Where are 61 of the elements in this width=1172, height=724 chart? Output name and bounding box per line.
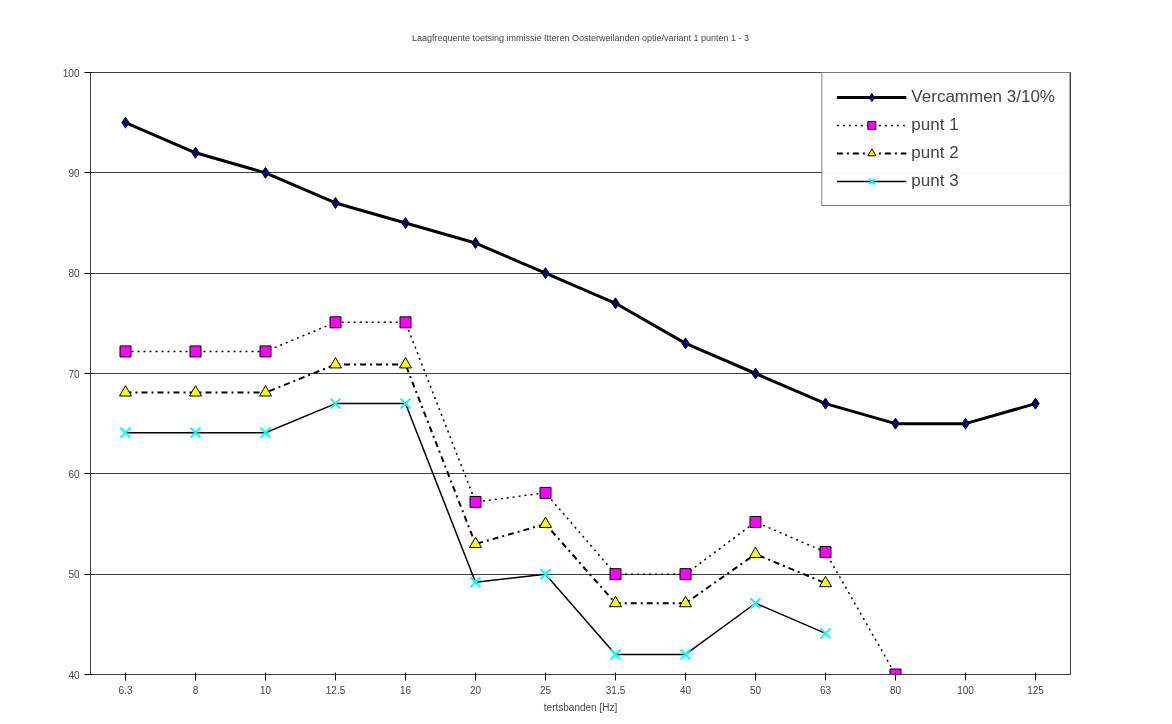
x-tick-label: 63 <box>819 684 832 696</box>
y-tick-label: 90 <box>68 167 80 179</box>
x-tick-label: 8 <box>192 684 199 696</box>
point <box>819 627 832 640</box>
point <box>189 385 202 397</box>
x-tick-label: 31.5 <box>605 684 626 696</box>
x-tick-label: 20 <box>469 684 482 696</box>
y-tick-label: 70 <box>68 368 80 380</box>
x-tick-label: 100 <box>957 684 975 696</box>
point <box>819 546 832 559</box>
point <box>329 397 342 410</box>
point <box>539 568 552 581</box>
point <box>329 357 342 369</box>
point <box>609 595 622 608</box>
legend-label: punt 1 <box>911 115 959 135</box>
chart-title: Laagfrequente toetsing immissie Itteren Oosterweilanden optie/variant 1 punten 1 - 3 <box>411 32 750 43</box>
point <box>401 217 410 229</box>
legend-label: punt 2 <box>911 143 959 163</box>
point <box>399 357 412 369</box>
point <box>189 426 202 439</box>
x-tick-label: 25 <box>539 684 552 696</box>
y-tick-label: 40 <box>68 669 80 681</box>
x-tick-label: 6.3 <box>118 684 133 696</box>
point <box>399 316 412 329</box>
x-axis-title: tertsbanden [Hz] <box>543 701 618 713</box>
point <box>119 385 132 397</box>
x-tick-label: 12.5 <box>325 684 346 696</box>
point <box>119 426 132 439</box>
x-tick-label: 16 <box>399 684 412 696</box>
point <box>259 345 272 358</box>
point <box>749 546 762 559</box>
point <box>259 385 272 397</box>
point <box>609 648 622 661</box>
x-tick-label: 125 <box>1027 684 1045 696</box>
point <box>469 576 482 589</box>
point <box>749 597 762 610</box>
legend-label: Vercammen 3/10% <box>911 87 1055 107</box>
point <box>679 595 692 608</box>
y-tick-label: 60 <box>68 468 80 480</box>
y-tick-label: 50 <box>68 569 80 581</box>
point <box>539 516 552 528</box>
point <box>259 426 272 439</box>
x-tick-label: 80 <box>889 684 902 696</box>
point <box>189 345 202 358</box>
point <box>609 568 622 581</box>
point <box>329 316 342 329</box>
y-tick-label: 100 <box>62 67 80 79</box>
point <box>749 515 762 528</box>
legend-label: punt 3 <box>911 171 959 191</box>
point <box>469 495 482 508</box>
point <box>679 568 692 581</box>
x-tick-label: 40 <box>679 684 692 696</box>
point <box>469 536 482 549</box>
point <box>119 345 132 358</box>
point <box>539 486 552 499</box>
point <box>819 575 832 588</box>
x-tick-label: 10 <box>259 684 272 696</box>
y-tick-label: 80 <box>68 268 80 280</box>
point <box>679 648 692 661</box>
point <box>399 397 412 410</box>
x-tick-label: 50 <box>749 684 762 696</box>
